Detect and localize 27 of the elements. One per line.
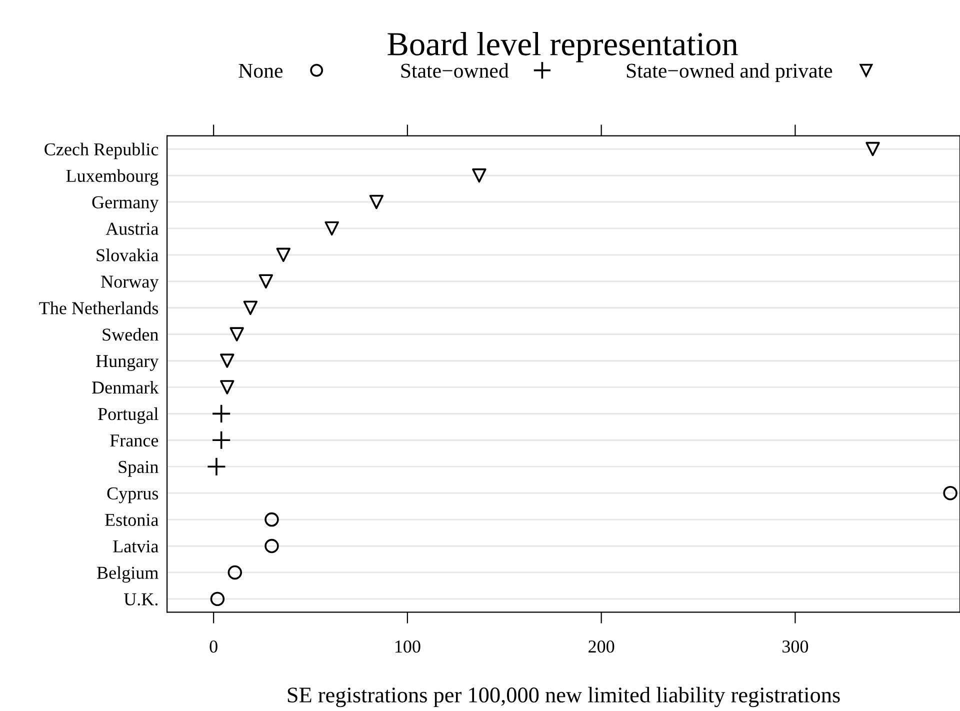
x-tick-label: 300: [782, 640, 808, 653]
y-tick-label: Slovakia: [96, 248, 158, 262]
y-tick-label: Czech Republic: [44, 142, 158, 160]
legend-label: State−owned and private: [626, 63, 832, 82]
y-tick-label: Belgium: [97, 566, 158, 583]
y-tick-label: Estonia: [105, 514, 158, 526]
y-tick-label: Austria: [106, 222, 158, 235]
y-tick-label: Norway: [101, 276, 159, 292]
chart-title: Board level representation: [388, 32, 738, 62]
y-tick-label: Denmark: [92, 380, 159, 394]
x-axis-title: SE registrations per 100,000 new limited liability registrations: [288, 686, 840, 708]
legend-label: State−owned: [401, 63, 509, 78]
x-tick-label: 200: [588, 640, 614, 653]
y-tick-label: Germany: [92, 196, 159, 212]
y-tick-label: Cyprus: [107, 487, 158, 504]
y-tick-label: Hungary: [96, 355, 159, 371]
legend-label: None: [238, 64, 283, 78]
y-tick-label: The Netherlands: [39, 302, 158, 314]
y-tick-label: France: [110, 434, 158, 447]
y-tick-label: Latvia: [113, 540, 158, 552]
y-tick-label: Portugal: [98, 407, 158, 424]
x-tick-label: 100: [395, 640, 420, 653]
y-tick-label: Luxembourg: [66, 169, 158, 186]
y-tick-label: Spain: [118, 460, 158, 477]
y-tick-label: U.K.: [124, 593, 158, 606]
y-tick-label: Sweden: [102, 328, 158, 341]
x-tick-label: 0: [210, 640, 218, 653]
